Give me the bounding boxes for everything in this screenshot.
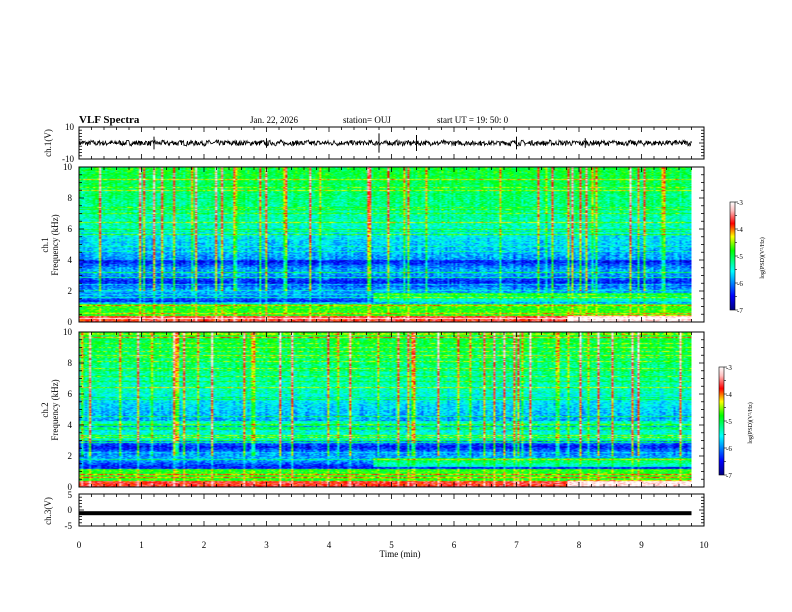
time-axis-label: Time (min) bbox=[380, 549, 421, 559]
time-tick-2: 2 bbox=[202, 540, 207, 550]
ch3-ytick-top: 5 bbox=[68, 490, 73, 500]
ch1-waveform-ylabel: ch.1(V) bbox=[43, 129, 53, 157]
ch1-spectrogram-ticks bbox=[78, 166, 705, 323]
ch3-waveform-ylabel: ch.3(V) bbox=[43, 497, 53, 525]
ch2-colorbar-gradient bbox=[719, 367, 724, 475]
ch2-spectrogram-image bbox=[79, 332, 692, 487]
ch1-freq-tick-8: 8 bbox=[68, 193, 73, 203]
ch2-colorbar-tick-m4: -4 bbox=[726, 391, 732, 399]
ch1-freq-tick-2: 2 bbox=[68, 286, 73, 296]
time-tick-9: 9 bbox=[639, 540, 644, 550]
ch1-colorbar-label: log(PSD)(V²/Hz) bbox=[759, 237, 766, 278]
ch1-colorbar-tick-m5: -5 bbox=[737, 253, 743, 261]
ch3-waveform-panel: 5 0 -5 ch.3(V) bbox=[43, 490, 705, 531]
ch1-colorbar-ticks bbox=[735, 201, 738, 311]
ch2-freq-tick-4: 4 bbox=[68, 420, 73, 430]
ch1-waveform-line bbox=[78, 138, 692, 148]
ch2-spectrogram-yticklabels: 0 2 4 6 8 10 bbox=[63, 327, 73, 492]
time-tick-6: 6 bbox=[452, 540, 457, 550]
ch1-freq-tick-0: 0 bbox=[68, 317, 73, 327]
ch2-colorbar-tick-m5: -5 bbox=[726, 418, 732, 426]
time-tick-7: 7 bbox=[514, 540, 519, 550]
ch2-colorbar-tick-m6: -6 bbox=[726, 445, 732, 453]
ch2-freq-tick-2: 2 bbox=[68, 451, 73, 461]
ch3-ytick-mid: 0 bbox=[68, 505, 73, 515]
ch1-spectrogram-yticklabels: 0 2 4 6 8 10 bbox=[63, 162, 73, 327]
ch3-ytick-bottom: -5 bbox=[65, 521, 73, 531]
time-tick-3: 3 bbox=[264, 540, 269, 550]
ch1-spectrogram-ylabel-frequency: Frequency (kHz) bbox=[50, 214, 60, 275]
ch1-spectrogram-panel: 0 2 4 6 8 10 ch.1 Frequency (kHz) bbox=[40, 162, 705, 327]
ch1-colorbar-tick-m6: -6 bbox=[737, 280, 743, 288]
ch1-colorbar-tick-m3: -3 bbox=[737, 199, 743, 207]
ch3-waveform-ticks bbox=[78, 493, 705, 527]
ch2-colorbar-tick-m3: -3 bbox=[726, 364, 732, 372]
figure-header: VLF Spectra Jan. 22, 2026 station= OUJ s… bbox=[79, 114, 509, 126]
ch1-spectrogram-image bbox=[79, 167, 692, 322]
time-tick-4: 4 bbox=[327, 540, 332, 550]
ch2-freq-tick-10: 10 bbox=[63, 327, 73, 337]
ch3-waveform-trace bbox=[79, 511, 692, 516]
ch2-freq-tick-6: 6 bbox=[68, 389, 73, 399]
ch2-colorbar-ticks bbox=[724, 366, 727, 476]
ch2-spectrogram-ylabel-frequency: Frequency (kHz) bbox=[50, 379, 60, 440]
time-axis: 0 1 2 3 4 5 6 7 8 9 10 Time (min) bbox=[77, 540, 709, 559]
time-tick-1: 1 bbox=[139, 540, 144, 550]
ch2-spectrogram-panel: 0 2 4 6 8 10 ch.2 Frequency (kHz) bbox=[40, 327, 705, 492]
time-tick-5: 5 bbox=[389, 540, 394, 550]
time-axis-ticklabels: 0 1 2 3 4 5 6 7 8 9 10 bbox=[77, 540, 709, 550]
ch1-freq-tick-6: 6 bbox=[68, 224, 73, 234]
ch1-colorbar-tick-m7: -7 bbox=[737, 307, 743, 315]
ch1-freq-tick-4: 4 bbox=[68, 255, 73, 265]
ch1-ytick-bottom: -10 bbox=[62, 154, 74, 164]
ch1-waveform-trace bbox=[78, 133, 692, 153]
ch2-spectrogram-ticks bbox=[78, 331, 705, 488]
ch1-waveform-panel: 10 -10 ch.1(V) bbox=[43, 122, 705, 164]
start-time-label: start UT = 19: 50: 0 bbox=[437, 115, 509, 125]
ch2-colorbar: -3 -4 -5 -6 -7 log(PSD)(V²/Hz) bbox=[718, 364, 754, 480]
time-tick-10: 10 bbox=[700, 540, 710, 550]
ch1-colorbar: -3 -4 -5 -6 -7 log(PSD)(V²/Hz) bbox=[729, 199, 766, 315]
ch2-freq-tick-0: 0 bbox=[68, 482, 73, 492]
ch1-colorbar-gradient bbox=[730, 202, 735, 310]
ch2-colorbar-label: log(PSD)(V²/Hz) bbox=[747, 402, 754, 443]
ch2-colorbar-tick-m7: -7 bbox=[726, 472, 732, 480]
date-label: Jan. 22, 2026 bbox=[250, 115, 298, 125]
ch1-ytick-top: 10 bbox=[65, 122, 75, 132]
station-label: station= OUJ bbox=[343, 115, 391, 125]
ch1-colorbar-tick-m4: -4 bbox=[737, 226, 743, 234]
ch1-freq-tick-10: 10 bbox=[63, 162, 73, 172]
time-tick-8: 8 bbox=[577, 540, 582, 550]
ch2-spectrogram-ylabel-channel: ch.2 bbox=[40, 402, 50, 417]
ch2-freq-tick-8: 8 bbox=[68, 358, 73, 368]
time-tick-0: 0 bbox=[77, 540, 82, 550]
figure-title: VLF Spectra bbox=[79, 114, 140, 126]
ch1-waveform-ticks bbox=[78, 126, 705, 160]
ch1-spectrogram-ylabel-channel: ch.1 bbox=[40, 237, 50, 252]
